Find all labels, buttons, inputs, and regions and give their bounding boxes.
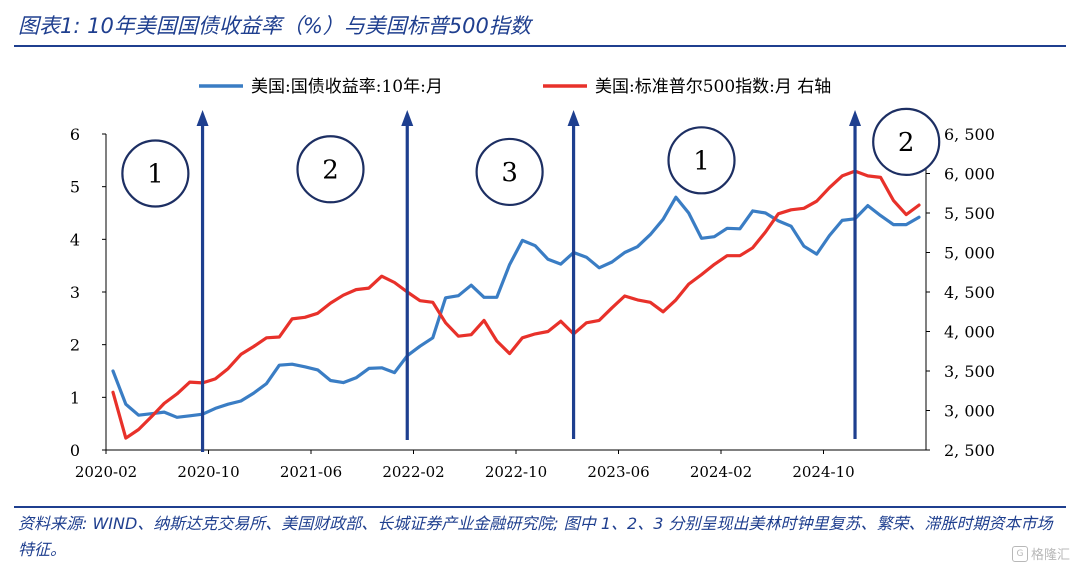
left-tick-label: 4 xyxy=(70,230,80,249)
left-tick-label: 6 xyxy=(70,125,80,144)
legend: 美国:国债收益率:10年:月 美国:标准普尔500指数:月 右轴 xyxy=(199,77,831,97)
legend-yield-label: 美国:国债收益率:10年:月 xyxy=(251,77,443,97)
annotation-arrows xyxy=(196,110,862,452)
note-divider xyxy=(14,506,1066,508)
series-layer xyxy=(111,169,921,440)
spx-500-line xyxy=(111,169,921,440)
phase-label: 2 xyxy=(898,128,915,158)
right-tick-label: 5, 000 xyxy=(944,244,995,263)
phase-circle xyxy=(667,126,736,195)
right-tick-label: 6, 000 xyxy=(944,165,995,184)
axes: 0 1 2 3 4 5 6 2, 500 3, 000 3, 500 4, 000 4, 500 5, … xyxy=(70,125,995,481)
x-tick-label: 2020-10 xyxy=(177,463,239,481)
x-tick-label: 2021-06 xyxy=(280,463,342,481)
right-tick-label: 4, 500 xyxy=(944,283,995,302)
x-tick-label: 2024-02 xyxy=(690,463,752,481)
left-tick-label: 2 xyxy=(70,336,80,355)
watermark-text: 格隆汇 xyxy=(1030,548,1070,563)
left-tick-label: 0 xyxy=(70,441,80,460)
up-arrow-head xyxy=(849,110,862,126)
phase-circle xyxy=(872,107,941,176)
phase-label: 1 xyxy=(147,160,164,190)
left-tick-label: 5 xyxy=(70,178,80,197)
yield-10y-line xyxy=(111,195,921,419)
phase-circle xyxy=(296,135,365,204)
x-tick-label: 2022-10 xyxy=(485,463,547,481)
phase-markers: 1 2 3 1 2 xyxy=(121,107,941,208)
left-tick-label: 3 xyxy=(70,283,80,302)
x-tick-label: 2020-02 xyxy=(75,463,137,481)
watermark-logo-icon: G xyxy=(1011,545,1028,562)
x-tick-label: 2022-02 xyxy=(382,463,444,481)
title-divider xyxy=(14,45,1066,47)
right-tick-label: 5, 500 xyxy=(944,204,995,223)
phase-circle xyxy=(475,137,544,207)
up-arrow-head xyxy=(567,110,580,126)
x-tick-label: 2024-10 xyxy=(792,463,854,481)
phase-label: 3 xyxy=(501,158,518,188)
phase-circle xyxy=(121,139,190,208)
right-tick-label: 2, 500 xyxy=(944,441,995,460)
right-tick-label: 3, 500 xyxy=(944,362,995,381)
phase-label: 2 xyxy=(322,155,339,185)
up-arrow-head xyxy=(196,110,209,126)
left-tick-label: 1 xyxy=(70,388,80,407)
chart-title: 图表1: 10年美国国债收益率（%）与美国标普500指数 xyxy=(18,14,531,38)
phase-label: 1 xyxy=(693,146,710,176)
x-tick-label: 2023-06 xyxy=(587,463,649,481)
right-tick-label: 4, 000 xyxy=(944,323,995,342)
up-arrow-head xyxy=(401,110,414,126)
watermark: G 格隆汇 xyxy=(1011,544,1070,563)
legend-spx-label: 美国:标准普尔500指数:月 右轴 xyxy=(595,77,831,97)
right-tick-label: 6, 500 xyxy=(944,125,995,144)
source-note: 资料来源: WIND、纳斯达克交易所、美国财政部、长城证券产业金融研究院; 图中… xyxy=(18,514,1053,559)
right-tick-label: 3, 000 xyxy=(944,402,995,421)
dual-axis-line-chart: 0 1 2 3 4 5 6 2, 500 3, 000 3, 500 4, 000 4, 500 5, … xyxy=(70,77,995,481)
